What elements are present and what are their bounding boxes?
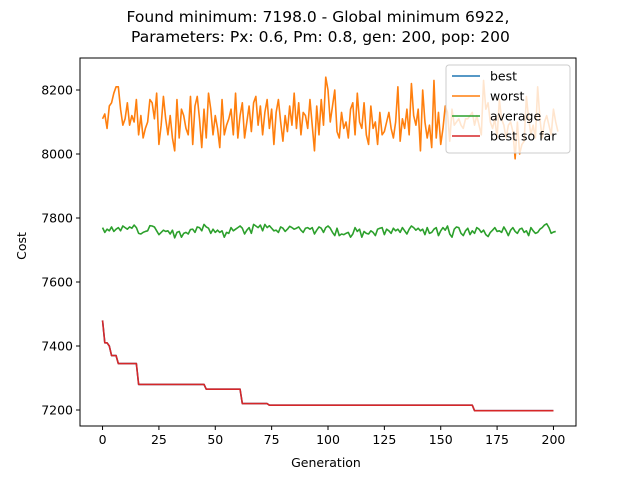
series-line-average [101,222,556,239]
axes: 0 25 50 75 100 125 150 175 200 7200 7400 7600 7800 80… [41,57,577,447]
series-line-best [101,320,554,412]
series-line-best-so-far [101,320,554,412]
chart-title: Found minimum: 7198.0 - Global minimum 6… [126,8,510,46]
y-tick-label: 8200 [41,83,73,98]
legend-label-average: average [490,109,541,124]
x-tick-label: 150 [429,432,453,447]
x-tick-label: 200 [542,432,566,447]
x-tick-label: 25 [151,432,167,447]
chart-title-line-1: Found minimum: 7198.0 - Global minimum 6… [127,8,510,26]
legend-label-best: best [490,69,517,84]
y-tick-label: 7200 [41,403,73,418]
y-tick-label: 7400 [41,339,73,354]
legend-label-best-so-far: best so far [490,129,557,144]
legend-label-worst: worst [490,89,525,104]
x-tick-label: 50 [207,432,223,447]
x-tick-label: 0 [99,432,107,447]
x-axis-label: Generation [291,455,361,470]
y-tick-label: 8000 [41,147,73,162]
legend-box [445,64,571,154]
y-tick-label: 7600 [41,275,73,290]
legend: best worst average best so far [445,64,571,154]
y-axis-label: Cost [14,232,29,260]
x-tick-label: 125 [372,432,396,447]
x-tick-label: 175 [485,432,509,447]
y-tick-label: 7800 [41,211,73,226]
chart-title-line-2: Parameters: Px: 0.6, Pm: 0.8, gen: 200, … [126,28,510,46]
x-tick-label: 100 [316,432,340,447]
x-tick-label: 75 [264,432,280,447]
